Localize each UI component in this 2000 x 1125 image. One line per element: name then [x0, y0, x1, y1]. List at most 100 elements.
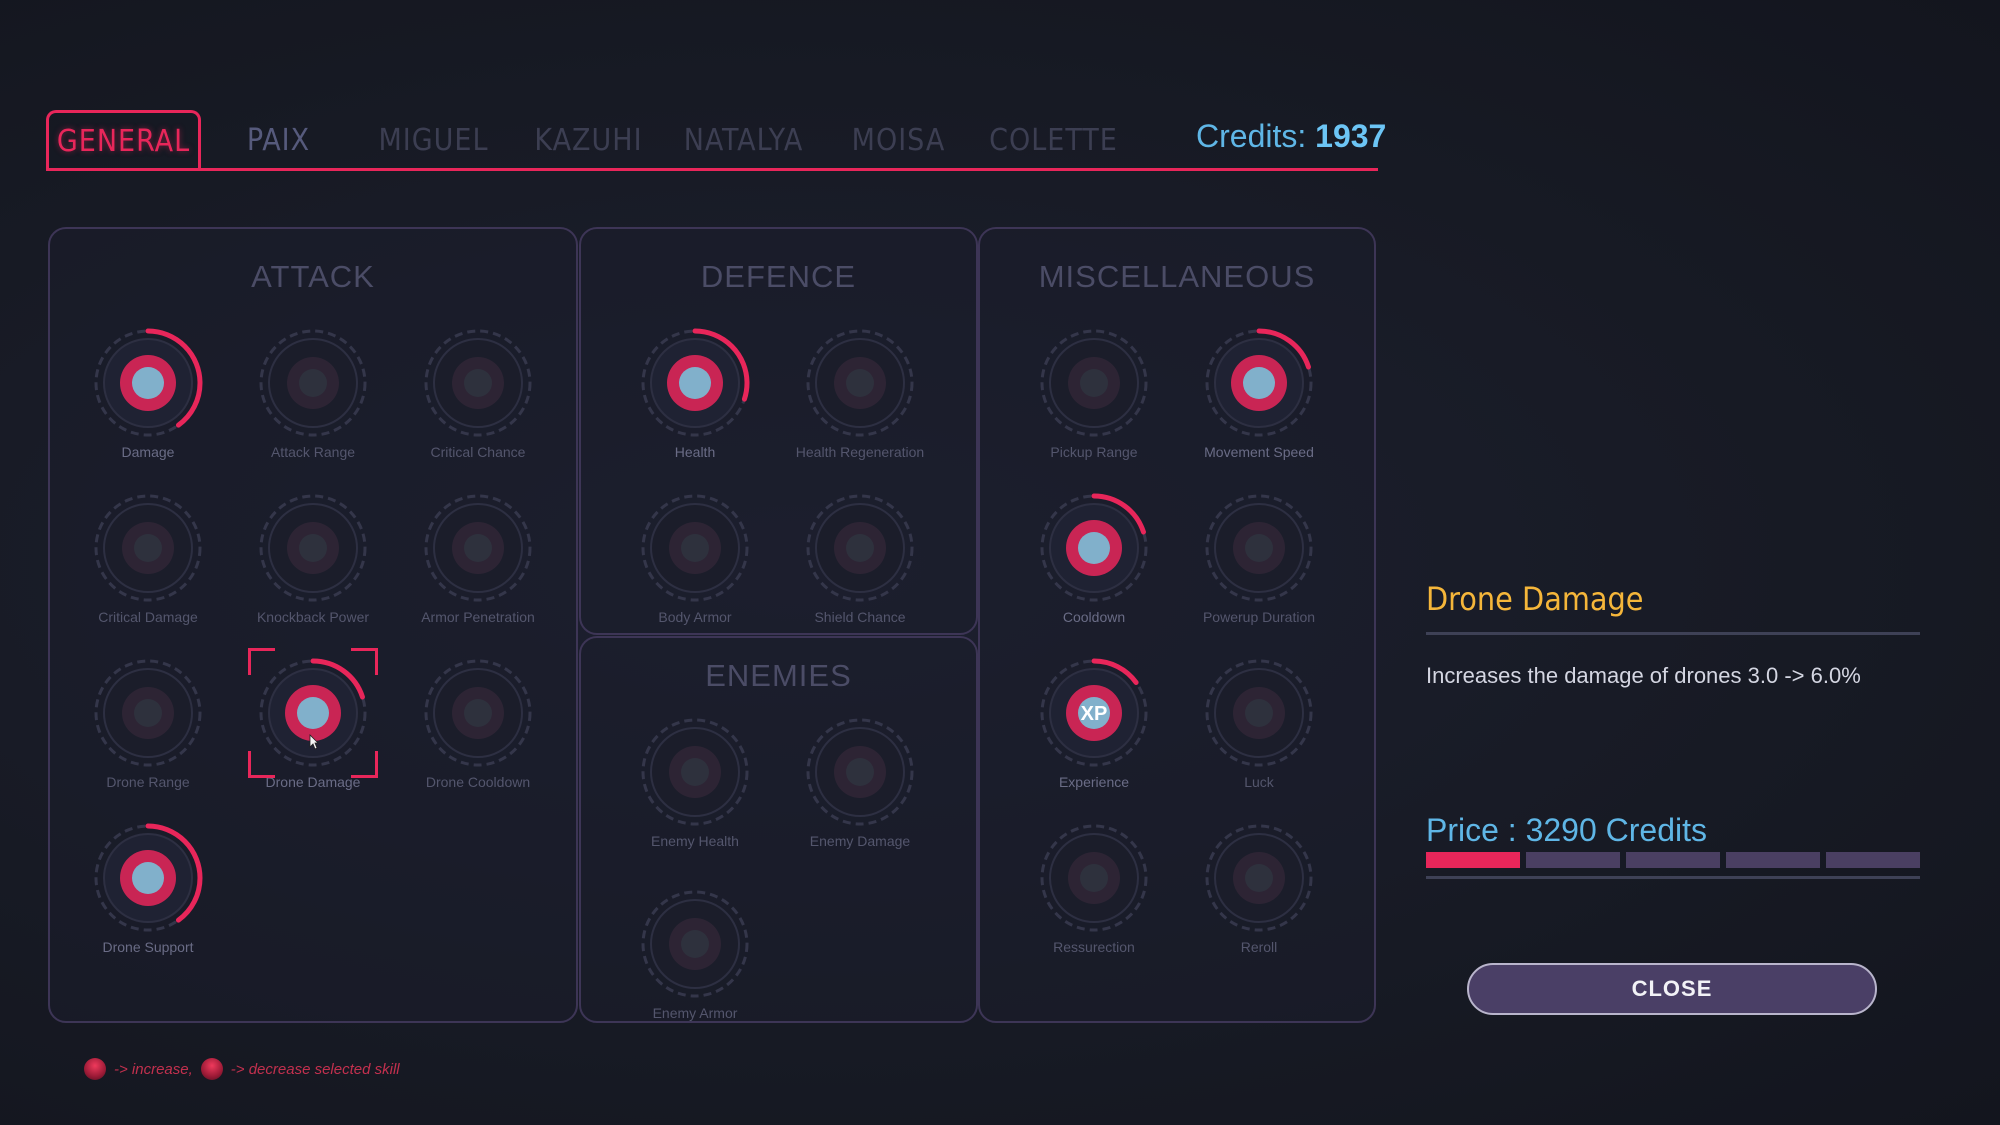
skill-label: Critical Chance: [430, 444, 526, 460]
skill-label: Experience: [1058, 774, 1130, 790]
skill-label: Damage: [121, 444, 175, 460]
tab-natalya[interactable]: NATALYA: [683, 122, 804, 158]
skill-health-regeneration[interactable]: Health Regeneration: [775, 324, 945, 464]
skill-critical-damage[interactable]: Critical Damage: [63, 489, 233, 629]
fist-lightning-icon: [1200, 489, 1318, 607]
xp-triangle-icon: XP: [1035, 654, 1153, 772]
mouse-cursor-icon: [309, 734, 319, 750]
skill-pickup-range[interactable]: Pickup Range: [1009, 324, 1179, 464]
skill-label: Powerup Duration: [1202, 609, 1316, 625]
skill-shield-chance[interactable]: Shield Chance: [775, 489, 945, 629]
attack-title: ATTACK: [251, 259, 375, 294]
skill-drone-range[interactable]: Drone Range: [63, 654, 233, 794]
skull-dynamite-icon: [89, 324, 207, 442]
skill-label: Armor Penetration: [421, 609, 535, 625]
detail-description: Increases the damage of drones 3.0 -> 6.…: [1426, 663, 1861, 688]
tab-kazuhi[interactable]: KAZUHI: [534, 122, 643, 158]
skill-attack-range[interactable]: Attack Range: [228, 324, 398, 464]
claw-icon: [801, 713, 919, 831]
skull-knife-icon: [89, 489, 207, 607]
hint-increase-text: -> increase,: [114, 1060, 193, 1078]
increase-key-icon: [84, 1058, 106, 1080]
skill-label: Pickup Range: [1050, 444, 1138, 460]
skill-label: Drone Damage: [265, 774, 361, 790]
skill-drone-cooldown[interactable]: Drone Cooldown: [393, 654, 563, 794]
level-segment: [1626, 852, 1720, 868]
skill-label: Enemy Health: [651, 833, 739, 849]
shield-pierce-icon: [419, 489, 537, 607]
tab-moisa[interactable]: MOISA: [851, 122, 946, 158]
level-segment: [1726, 852, 1820, 868]
tab-colette[interactable]: COLETTE: [989, 122, 1118, 158]
tab-paix[interactable]: PAIX: [246, 122, 311, 158]
price-divider: [1426, 876, 1920, 879]
skill-enemy-armor[interactable]: Enemy Armor: [610, 885, 780, 1025]
skill-label: Critical Damage: [98, 609, 198, 625]
stopwatch-icon: [1035, 489, 1153, 607]
skill-luck[interactable]: Luck: [1174, 654, 1344, 794]
skill-body-armor[interactable]: Body Armor: [610, 489, 780, 629]
drone-timer-icon: [419, 654, 537, 772]
enemies-panel: ENEMIES: [579, 636, 978, 1023]
level-progress-bar: [1426, 852, 1920, 868]
skill-damage[interactable]: Damage: [63, 324, 233, 464]
skill-detail: Drone Damage Increases the damage of dro…: [1426, 580, 1920, 689]
tab-general[interactable]: GENERAL: [46, 110, 201, 170]
skill-drone-damage[interactable]: Drone Damage: [228, 648, 398, 794]
skill-label: Knockback Power: [256, 609, 370, 625]
enemies-title: ENEMIES: [705, 658, 852, 693]
skill-critical-chance[interactable]: Critical Chance: [393, 324, 563, 464]
character-tabs: GENERAL PAIX MIGUEL KAZUHI NATALYA MOISA…: [46, 108, 1386, 174]
skill-label: Reroll: [1240, 939, 1278, 955]
tab-underline: [46, 168, 1378, 171]
skill-label: Shield Chance: [814, 609, 906, 625]
skill-label: Enemy Armor: [652, 1005, 738, 1021]
skill-cooldown[interactable]: Cooldown: [1009, 489, 1179, 629]
scope-icon: [254, 324, 372, 442]
skill-knockback-power[interactable]: Knockback Power: [228, 489, 398, 629]
selection-corner: [248, 751, 275, 778]
skill-experience[interactable]: XP Experience: [1009, 654, 1179, 794]
credits-label: Credits:: [1196, 118, 1307, 154]
xp-badge-text: XP: [1081, 703, 1108, 725]
skill-label: Drone Cooldown: [425, 774, 531, 790]
close-button[interactable]: CLOSE: [1467, 963, 1877, 1015]
skill-label: Cooldown: [1062, 609, 1126, 625]
demon-heart-icon: [636, 713, 754, 831]
skill-drone-support[interactable]: Drone Support: [63, 819, 233, 959]
shield-dice-icon: [801, 489, 919, 607]
skill-ressurection[interactable]: Ressurection: [1009, 819, 1179, 959]
hint-decrease-text: -> decrease selected skill: [230, 1060, 400, 1078]
level-segment: [1526, 852, 1620, 868]
skill-enemy-damage[interactable]: Enemy Damage: [775, 713, 945, 853]
misc-title: MISCELLANEOUS: [1038, 259, 1316, 294]
skull-target-icon: [419, 324, 537, 442]
detail-title: Drone Damage: [1426, 580, 1644, 618]
skill-label: Luck: [1244, 774, 1274, 790]
skill-powerup-duration[interactable]: Powerup Duration: [1174, 489, 1344, 629]
skill-label: Health: [674, 444, 716, 460]
detail-divider: [1426, 632, 1920, 635]
skill-label: Ressurection: [1053, 939, 1135, 955]
magnet-icon: [1035, 324, 1153, 442]
drone-radar-icon: [89, 654, 207, 772]
body-armor-icon: [636, 489, 754, 607]
skill-health[interactable]: Health: [610, 324, 780, 464]
skill-enemy-health[interactable]: Enemy Health: [610, 713, 780, 853]
skill-armor-penetration[interactable]: Armor Penetration: [393, 489, 563, 629]
drone-blast-icon: [248, 648, 378, 778]
level-segment: [1426, 852, 1520, 868]
drone-eye-icon: [89, 819, 207, 937]
clover-cards-icon: [1200, 654, 1318, 772]
credits-amount: 1937: [1315, 118, 1387, 154]
price-label: Price : 3290 Credits: [1426, 812, 1708, 848]
heart-cross-icon: [636, 324, 754, 442]
skill-movement-speed[interactable]: Movement Speed: [1174, 324, 1344, 464]
reroll-icon: [1200, 819, 1318, 937]
skill-label: Attack Range: [270, 444, 356, 460]
selection-corner: [351, 648, 378, 675]
selection-corner: [248, 648, 275, 675]
tab-miguel[interactable]: MIGUEL: [378, 122, 489, 158]
armored-demon-icon: [636, 885, 754, 1003]
skill-reroll[interactable]: Reroll: [1174, 819, 1344, 959]
